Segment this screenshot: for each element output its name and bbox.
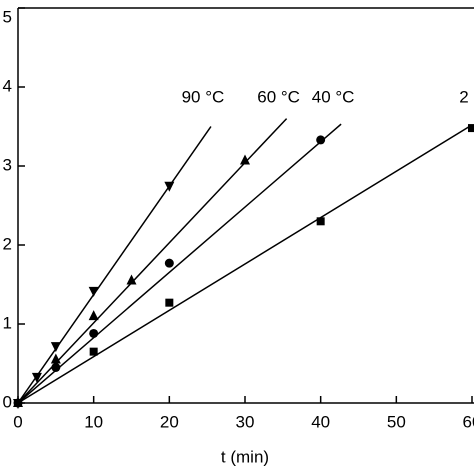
marker <box>88 286 99 297</box>
marker <box>240 154 250 165</box>
marker <box>316 217 325 226</box>
fit-line <box>17 123 342 404</box>
x-tick-label: 10 <box>84 412 103 431</box>
series-label: 2 <box>459 87 468 106</box>
marker <box>14 399 22 407</box>
fit-line <box>17 118 288 404</box>
marker <box>89 347 98 356</box>
x-axis-label: t (min) <box>221 447 269 466</box>
marker <box>164 181 175 192</box>
x-tick-label: 20 <box>160 412 179 431</box>
y-tick-label: 5 <box>3 7 12 26</box>
y-tick-label: 3 <box>3 155 12 174</box>
y-tick-label: 1 <box>3 313 12 332</box>
marker <box>89 328 99 338</box>
fit-line <box>17 126 212 404</box>
y-tick-label: 0 <box>3 392 12 411</box>
x-tick-label: 40 <box>311 412 330 431</box>
series-label: 40 °C <box>312 87 355 106</box>
marker <box>88 310 99 321</box>
marker <box>165 298 174 307</box>
marker <box>468 124 474 133</box>
x-tick-label: 30 <box>236 412 255 431</box>
series-label: 90 °C <box>182 87 225 106</box>
fit-line <box>17 124 473 404</box>
series-label: 60 °C <box>257 87 300 106</box>
x-tick-label: 50 <box>387 412 406 431</box>
marker <box>126 274 137 285</box>
x-tick-label: 60 <box>463 412 474 431</box>
y-tick-label: 2 <box>3 234 12 253</box>
marker <box>51 362 61 372</box>
x-tick-label: 0 <box>13 412 22 431</box>
marker <box>50 342 61 353</box>
y-tick-label: 4 <box>3 76 12 95</box>
marker <box>31 372 42 383</box>
marker <box>50 353 61 364</box>
marker <box>316 135 326 145</box>
marker <box>164 258 174 268</box>
